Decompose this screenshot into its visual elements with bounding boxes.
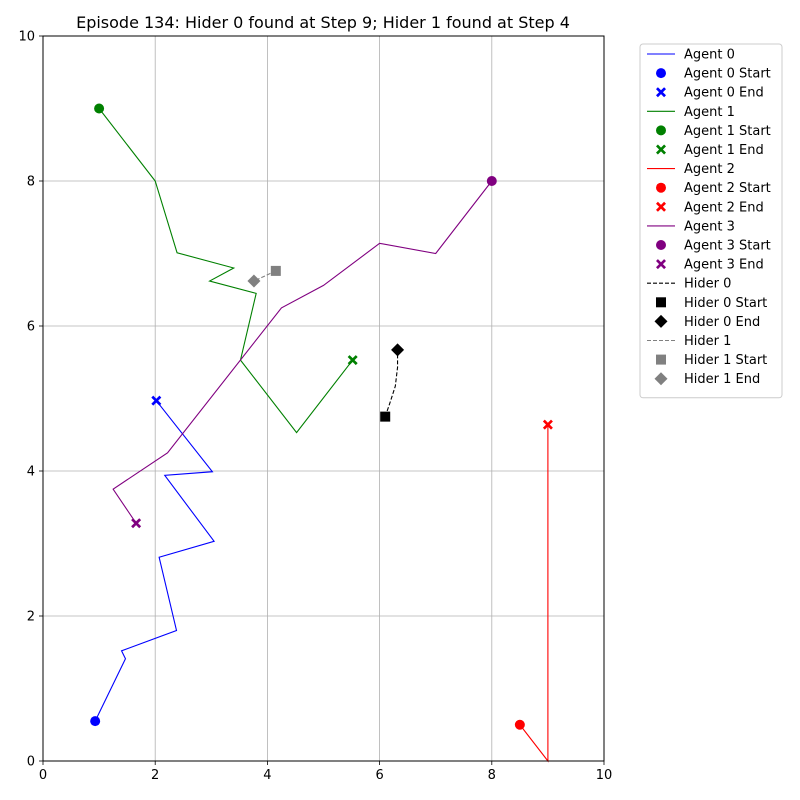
plot-frame: [42, 35, 605, 762]
legend-swatch-agent-2-start: [656, 182, 666, 193]
agent-1-start-marker: [94, 103, 105, 114]
legend-swatch-agent-1-end: [656, 144, 666, 155]
legend-label-agent-0: Agent 0: [684, 48, 735, 63]
legend-box: [639, 43, 783, 399]
axis-ticks: 0 2 4 6 8 10 0 2 4 6 8 10: [18, 30, 612, 784]
agent-0-end-marker: [151, 395, 162, 406]
hider-0-path: [384, 349, 399, 417]
y-tick-label: 8: [27, 175, 35, 190]
hider-1-end-marker: [247, 274, 261, 288]
agent-2-path: [519, 424, 549, 763]
legend-swatch-hider-1-start: [656, 354, 666, 365]
hider-1-start-marker: [270, 265, 281, 276]
legend-label-agent-2: Agent 2: [684, 162, 735, 177]
legend-swatch-agent-0-start: [656, 68, 666, 79]
legend-label-hider-1-end: Hider 1 End: [684, 372, 760, 387]
legend-label-hider-1-start: Hider 1 Start: [684, 353, 767, 368]
legend-label-hider-1: Hider 1: [684, 334, 731, 349]
series-markers: [90, 103, 553, 730]
legend-label-hider-0-start: Hider 0 Start: [684, 296, 767, 311]
x-tick-label: 6: [375, 768, 383, 783]
agent-0-start-marker: [90, 716, 101, 727]
legend-swatch-agent-2-end: [656, 201, 666, 212]
agent-3-path: [112, 180, 493, 524]
legend-label-agent-3-start: Agent 3 Start: [684, 239, 771, 254]
legend-label-agent-1-end: Agent 1 End: [684, 143, 764, 158]
legend-label-agent-2-end: Agent 2 End: [684, 200, 764, 215]
legend-label-hider-0: Hider 0: [684, 277, 731, 292]
legend-swatch-agent-3-end: [656, 259, 666, 270]
y-tick-label: 4: [27, 465, 35, 480]
x-tick-label: 4: [263, 768, 271, 783]
agent-2-end-marker: [542, 419, 553, 430]
legend-label-agent-2-start: Agent 2 Start: [684, 181, 771, 196]
agent-0-path: [94, 400, 216, 722]
x-tick-label: 0: [39, 768, 47, 783]
x-tick-label: 8: [488, 768, 496, 783]
legend: Agent 0 Agent 0 Start Agent 0 End Agent 1 Ag…: [639, 43, 783, 399]
legend-label-agent-0-start: Agent 0 Start: [684, 67, 771, 82]
hider-0-start-marker: [380, 411, 391, 422]
series-lines: [94, 108, 549, 763]
legend-swatch-hider-0-start: [656, 297, 666, 308]
legend-swatch-agent-0-end: [656, 87, 666, 98]
y-tick-label: 0: [27, 755, 35, 770]
legend-label-agent-3: Agent 3: [684, 219, 735, 234]
agent-3-end-marker: [131, 518, 142, 529]
legend-swatch-agent-3-start: [656, 240, 666, 250]
y-tick-label: 2: [27, 610, 35, 625]
legend-label-agent-3-end: Agent 3 End: [684, 258, 764, 273]
y-tick-label: 6: [27, 320, 35, 335]
agent-1-path: [98, 108, 354, 434]
legend-label-agent-0-end: Agent 0 End: [684, 86, 764, 101]
legend-label-agent-1-start: Agent 1 Start: [684, 124, 771, 139]
agent-3-start-marker: [486, 176, 497, 186]
hider-0-end-marker: [391, 343, 405, 357]
x-tick-label: 2: [151, 768, 159, 783]
legend-label-hider-0-end: Hider 0 End: [684, 315, 760, 330]
legend-label-agent-1: Agent 1: [684, 105, 735, 120]
legend-swatch-hider-0-end: [654, 314, 668, 328]
legend-swatch-hider-1-end: [654, 372, 668, 386]
chart-title: Episode 134: Hider 0 found at Step 9; Hi…: [76, 13, 570, 32]
x-tick-label: 10: [596, 768, 613, 783]
agent-1-end-marker: [347, 355, 358, 366]
y-tick-label: 10: [18, 30, 35, 45]
agent-2-start-marker: [514, 719, 525, 730]
legend-swatch-agent-1-start: [656, 125, 666, 136]
